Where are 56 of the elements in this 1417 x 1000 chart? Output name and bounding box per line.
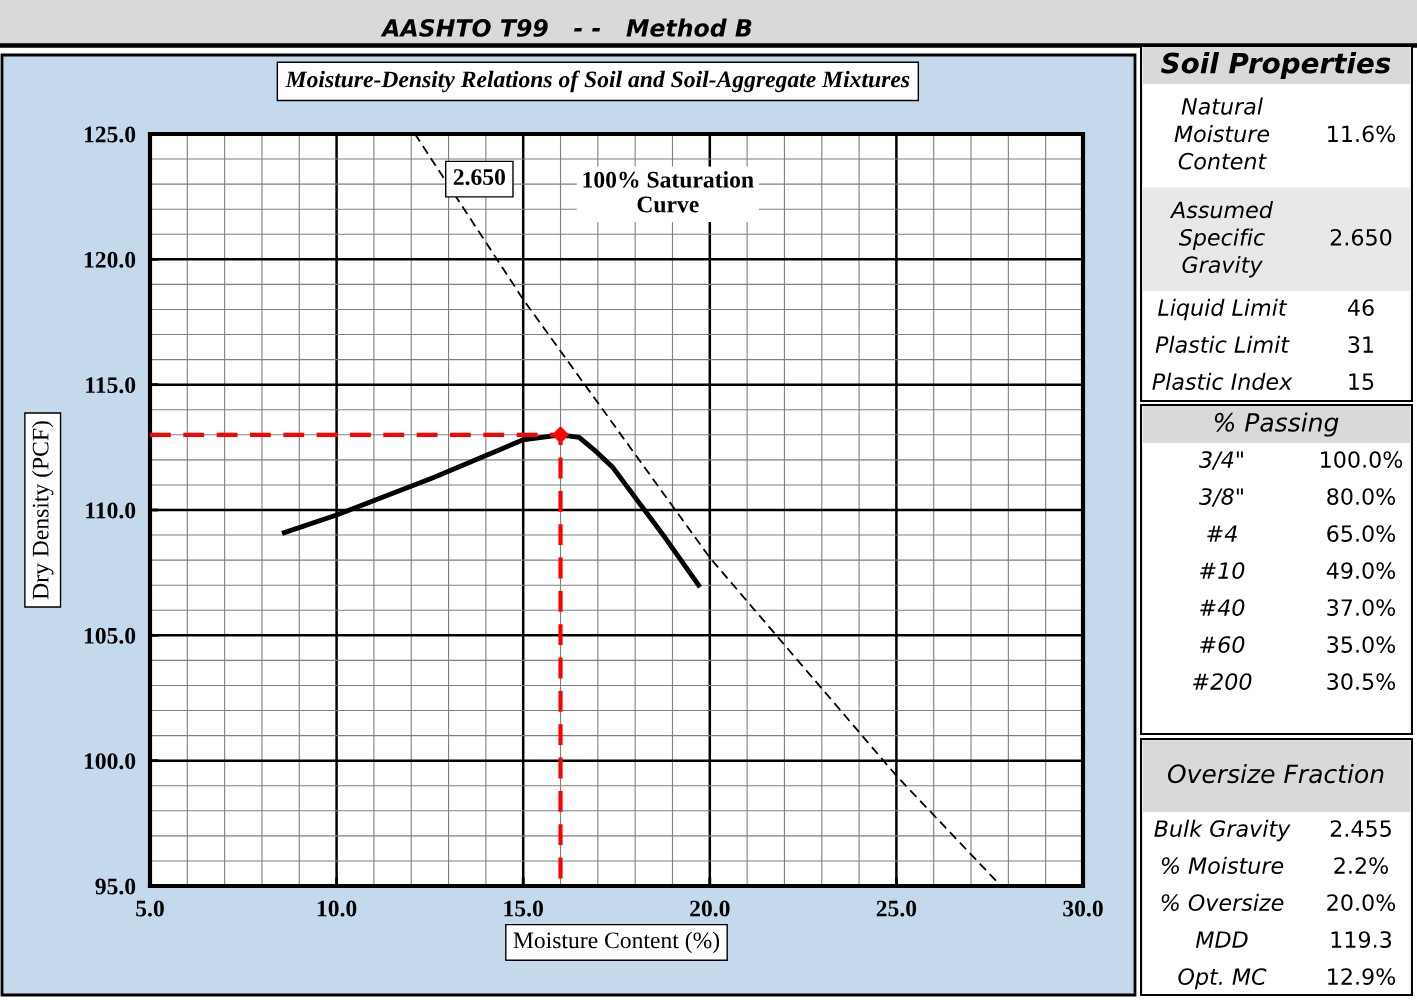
- text: 31: [1348, 336, 1374, 353]
- y-tick-label: 95.0: [95, 878, 136, 895]
- text: % Passing: [1214, 412, 1339, 437]
- text: 65.0%: [1327, 525, 1396, 542]
- text: #4: [1207, 525, 1237, 542]
- y-tick-label: 120.0: [84, 251, 136, 268]
- x-tick-label: 15.0: [504, 900, 543, 917]
- x-tick-label: 10.0: [317, 900, 357, 917]
- text: 3/4": [1199, 451, 1243, 470]
- text: Assumed Specific Gravity: [1169, 201, 1274, 278]
- y-tick-label: 110.0: [86, 502, 136, 519]
- x-axis-title: Moisture Content (%): [513, 931, 720, 954]
- text: 37.0%: [1327, 599, 1396, 616]
- text: #10: [1200, 562, 1245, 579]
- text: Plastic Limit: [1155, 335, 1290, 353]
- text: 20.0%: [1327, 894, 1396, 911]
- text: 119.3: [1331, 931, 1392, 948]
- text: Soil Properties: [1161, 52, 1391, 79]
- y-axis-title: Dry Density (PCF): [31, 421, 54, 600]
- text: % Oversize: [1161, 893, 1284, 911]
- text: 100.0%: [1321, 451, 1403, 468]
- text: 80.0%: [1327, 488, 1396, 505]
- chart-title: AASHTO T99 - - Method B: [380, 18, 752, 37]
- text: 2.2%: [1334, 857, 1388, 874]
- y-tick-label: 100.0: [84, 753, 136, 770]
- text: 49.0%: [1326, 562, 1396, 579]
- text: 2.455: [1330, 820, 1391, 837]
- text: 12.9%: [1328, 968, 1396, 985]
- chart-subtitle: Moisture-Density Relations of Soil and Soil-Aggregate Mixtures: [285, 70, 910, 93]
- text: 3/8": [1199, 488, 1243, 507]
- annotation: 100% Saturation Curve: [583, 171, 754, 213]
- annotation: 2.650: [453, 169, 506, 186]
- y-tick-label: 125.0: [84, 126, 136, 143]
- text: Plastic Index: [1152, 372, 1293, 390]
- x-tick-label: 5.0: [136, 900, 164, 917]
- text: 2.650: [1330, 228, 1392, 246]
- x-tick-label: 20.0: [690, 900, 730, 917]
- text: #200: [1193, 673, 1252, 690]
- text: 46: [1347, 299, 1374, 316]
- text: 15: [1349, 373, 1374, 390]
- text: Liquid Limit: [1158, 298, 1288, 321]
- text: 11.6%: [1328, 125, 1396, 143]
- text: MDD: [1195, 931, 1248, 948]
- text: Oversize Fraction: [1167, 763, 1384, 784]
- text: 35.0%: [1327, 636, 1396, 653]
- y-tick-label: 105.0: [84, 627, 136, 644]
- x-tick-label: 30.0: [1063, 900, 1103, 917]
- x-tick-label: 25.0: [876, 900, 917, 917]
- text: Opt. MC: [1178, 968, 1267, 990]
- text: 30.5%: [1327, 673, 1396, 690]
- text: Natural Moisture Content: [1174, 97, 1270, 170]
- y-tick-label: 115.0: [86, 377, 136, 394]
- text: #40: [1200, 599, 1245, 616]
- text: % Moisture: [1161, 856, 1284, 874]
- text: #60: [1200, 636, 1245, 653]
- text: Bulk Gravity: [1154, 819, 1291, 842]
